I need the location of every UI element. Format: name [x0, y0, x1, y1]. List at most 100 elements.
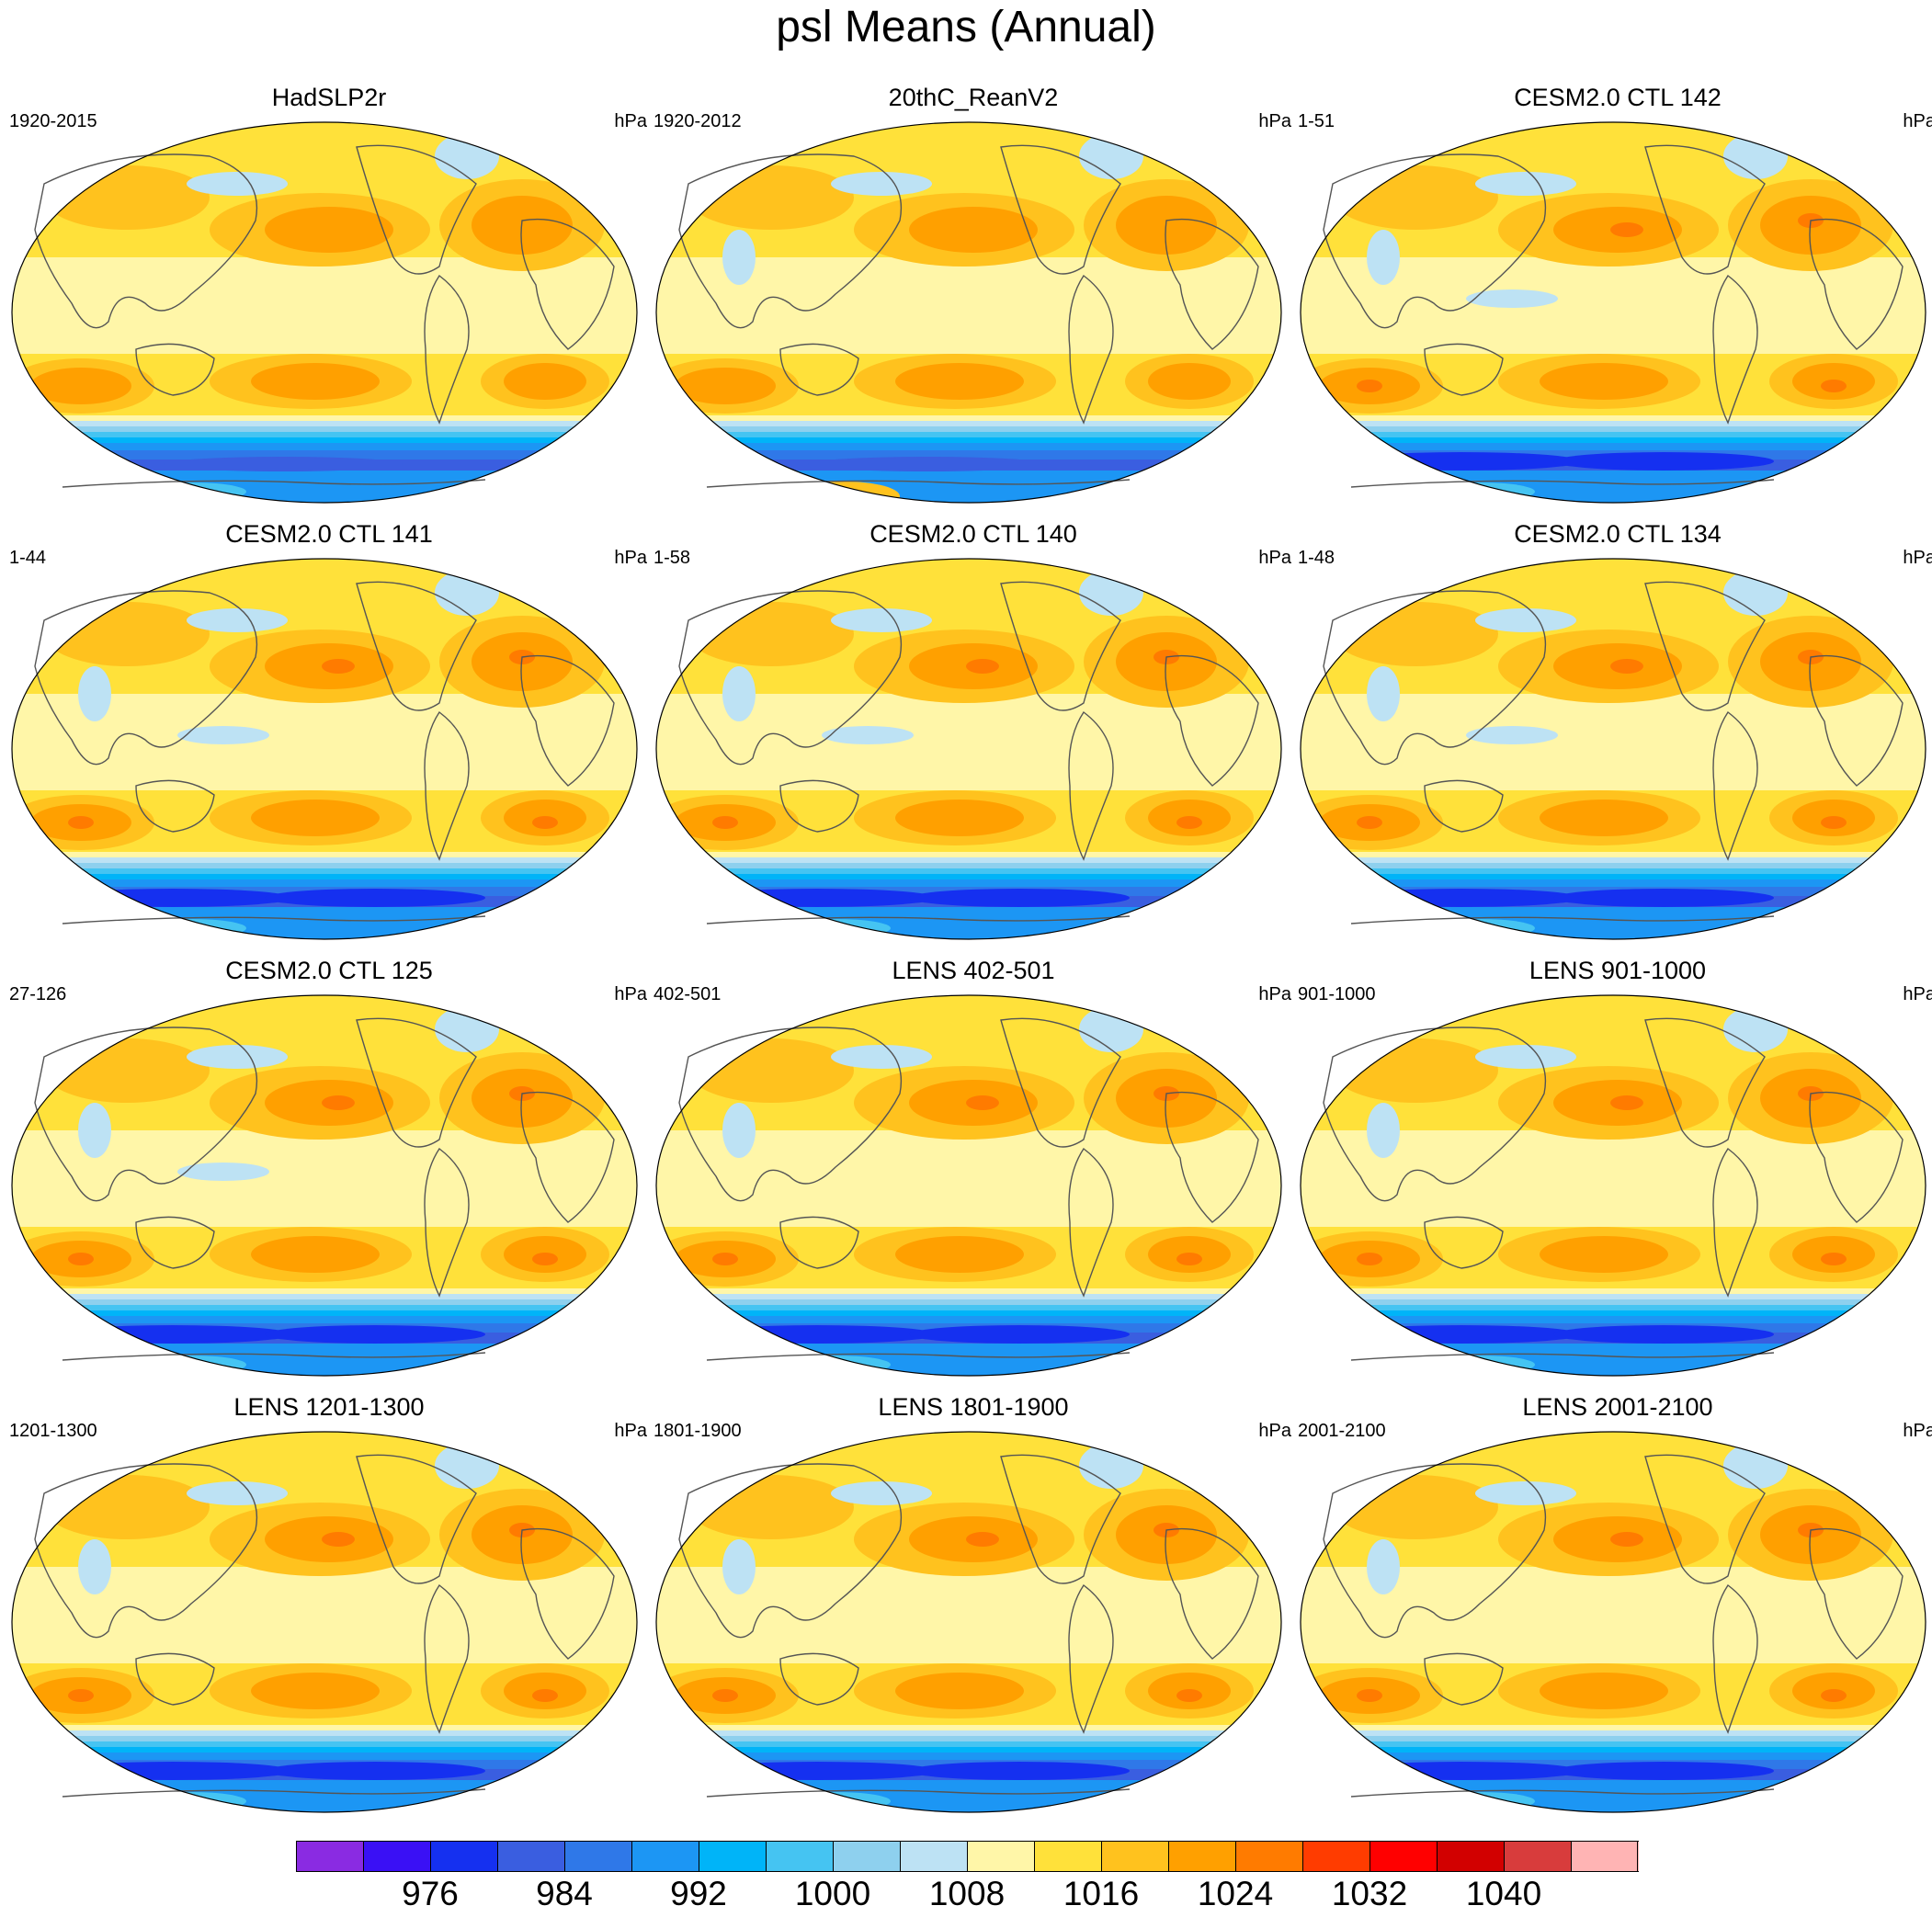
antarctica-coast: [706, 915, 1131, 924]
antarctica-coast: [706, 1788, 1131, 1798]
south-atlantic-high-center: [1176, 1689, 1202, 1702]
indian-ocean-high-center: [1357, 1689, 1382, 1702]
south-atlantic-high-center: [1821, 1689, 1847, 1702]
circumpolar-996: [656, 1747, 1281, 1753]
asia-high: [688, 602, 854, 666]
north-america-coast: [1644, 581, 1766, 711]
south-pacific-high-core: [1540, 1236, 1668, 1273]
circumpolar-992: [12, 443, 637, 450]
australia-coast: [779, 1216, 859, 1269]
north-america-coast: [1000, 1454, 1121, 1584]
circumpolar-992: [656, 879, 1281, 887]
south-pacific-high-core: [895, 800, 1024, 836]
panel-title: LENS 402-501: [892, 957, 1055, 984]
antarctic-coast-trough: [1301, 907, 1926, 939]
antarctic-plateau: [136, 919, 246, 937]
circumpolar-992: [12, 879, 637, 887]
trough-core-1: [698, 1762, 937, 1780]
circumpolar-996: [12, 874, 637, 879]
panel-title: LENS 2001-2100: [1522, 1393, 1713, 1421]
north-america-coast: [1644, 1454, 1766, 1584]
aleutian-low: [1475, 1481, 1576, 1505]
panel-title: CESM2.0 CTL 140: [869, 520, 1077, 548]
trough-core-2: [1553, 889, 1774, 907]
south-pacific-high-core: [1540, 800, 1668, 836]
colorbar-tick: [1437, 1841, 1438, 1872]
colorbar-label: 984: [536, 1875, 593, 1912]
indian-ocean-high-center: [68, 1689, 94, 1702]
north-america-coast: [1644, 144, 1766, 275]
south-pacific-high-core: [251, 1673, 380, 1709]
antarctic-plateau: [780, 1792, 891, 1810]
map-panel: LENS 901-1000 901-1000 hPa: [1296, 956, 1932, 1392]
eurasia-coast: [34, 1463, 258, 1639]
tropical-low-band: [1301, 1567, 1926, 1677]
coastlines: [678, 1017, 1259, 1361]
australia-coast: [135, 343, 215, 396]
coastlines: [1323, 581, 1904, 924]
circumpolar-1012: [12, 1725, 637, 1730]
north-america-coast: [356, 144, 477, 275]
asian-monsoon-low: [1367, 1103, 1400, 1158]
panel-units-label: hPa: [1258, 111, 1291, 131]
trough-core-2: [1553, 452, 1774, 471]
coastlines: [34, 581, 615, 924]
aleutian-low: [187, 608, 288, 632]
panel-units-label: hPa: [1903, 984, 1932, 1004]
tropical-low-band: [12, 257, 637, 368]
map-panel: CESM2.0 CTL 140 1-58 hPa: [652, 519, 1295, 956]
tropical-low-band: [1301, 257, 1926, 368]
panel-units-label: hPa: [614, 1421, 647, 1441]
map-panel: LENS 2001-2100 2001-2100 hPa: [1296, 1392, 1932, 1829]
pacific-high-center: [1610, 1095, 1643, 1110]
africa-coast: [1165, 654, 1259, 787]
australia-coast: [1424, 1216, 1504, 1269]
antarctica-coast: [1350, 915, 1775, 924]
circumpolar-1008: [12, 857, 637, 863]
pacific-high-center: [966, 1532, 999, 1547]
aleutian-low: [831, 1481, 932, 1505]
circumpolar-1000: [656, 432, 1281, 437]
circumpolar-1008: [12, 421, 637, 426]
circumpolar-1000: [656, 868, 1281, 874]
panel-period-label: 1-58: [653, 548, 691, 568]
circumpolar-996: [12, 437, 637, 443]
map-outline: [11, 1431, 638, 1813]
antarctica-coast: [1350, 479, 1775, 488]
australia-coast: [1424, 779, 1504, 833]
antarctic-coast-trough: [12, 1780, 637, 1812]
indian-ocean-high-center: [712, 1253, 738, 1265]
colorbar-swatch: [766, 1841, 834, 1872]
indian-ocean-high-center: [1357, 1253, 1382, 1265]
asia-high: [1333, 165, 1498, 230]
circumpolar-1004: [1301, 426, 1926, 432]
circumpolar-992: [1301, 1753, 1926, 1760]
antarctic-coast-trough: [12, 471, 637, 503]
indian-ocean-high-center: [68, 816, 94, 829]
australia-coast: [779, 343, 859, 396]
north-america-coast: [356, 1454, 477, 1584]
map-panel: CESM2.0 CTL 142 1-51 hPa: [1296, 83, 1932, 519]
panel-title: 20thC_ReanV2: [888, 84, 1059, 111]
trough-core: [808, 457, 1047, 471]
tropical-low-band: [656, 694, 1281, 804]
circumpolar-1004: [656, 863, 1281, 868]
indian-ocean-high-core: [675, 368, 776, 404]
pacific-high-core: [909, 207, 1038, 253]
south-america-coast: [1068, 1147, 1114, 1298]
aleutian-low: [831, 1045, 932, 1069]
circumpolar-1008: [1301, 857, 1926, 863]
asia-high: [688, 165, 854, 230]
page-title: psl Means (Annual): [776, 3, 1156, 51]
north-america-coast: [356, 581, 477, 711]
eurasia-coast: [678, 590, 903, 766]
south-pacific-high-core: [895, 1236, 1024, 1273]
aleutian-low: [187, 172, 288, 196]
south-atlantic-high-core: [1148, 363, 1231, 400]
south-america-coast: [424, 1583, 470, 1734]
trough-core-1: [53, 1762, 292, 1780]
panel-units-label: hPa: [1903, 548, 1932, 568]
antarctic-coast-trough: [1301, 1780, 1926, 1812]
antarctic-coast-trough: [656, 1344, 1281, 1376]
south-pacific-high-core: [251, 1236, 380, 1273]
